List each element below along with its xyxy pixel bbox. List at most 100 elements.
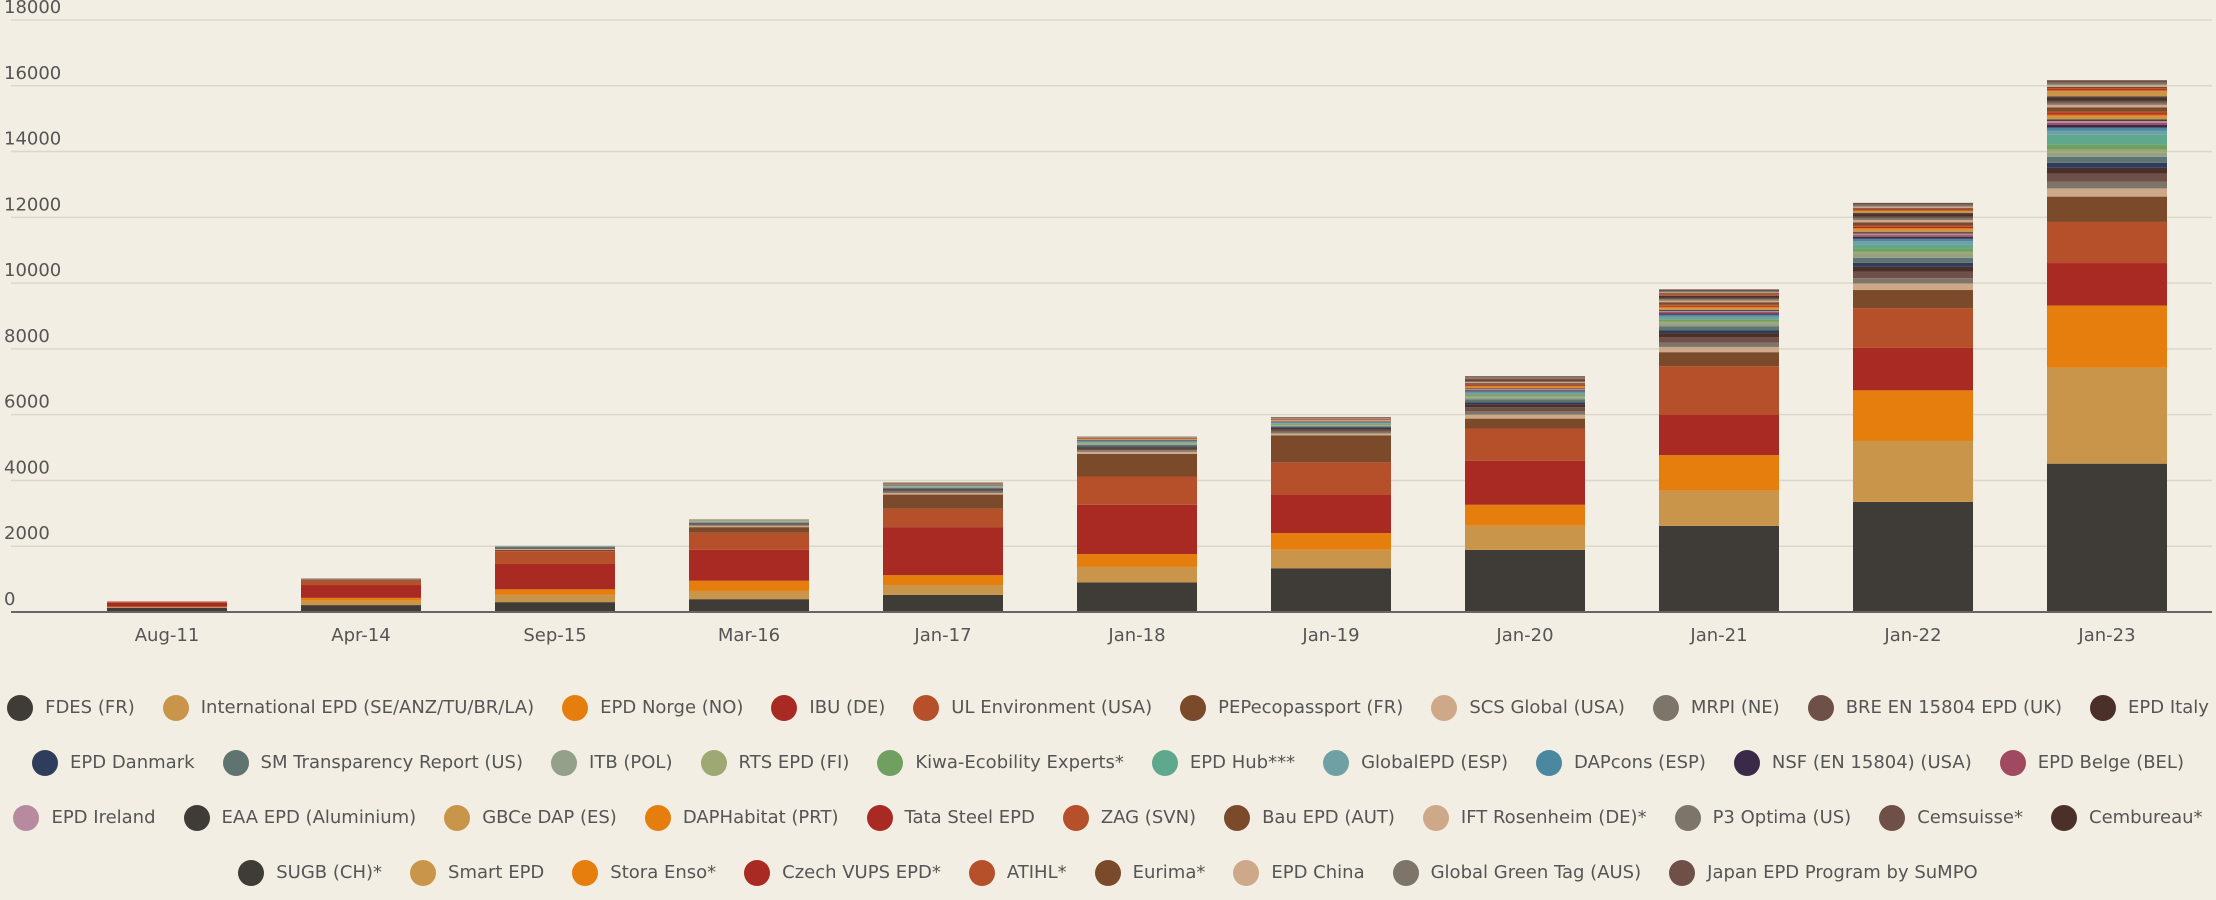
legend-swatch [1095, 860, 1121, 886]
legend-item: EPD China [1233, 860, 1364, 886]
bar-segment [1853, 209, 1973, 210]
bar-segment [301, 601, 421, 605]
bar-segment [1659, 291, 1779, 292]
legend-label: P3 Optima (US) [1713, 807, 1852, 828]
bar-segment [1853, 227, 1973, 228]
bar-segment [2047, 168, 2167, 174]
bar-segment [1465, 404, 1585, 407]
bar-segment [1465, 386, 1585, 387]
legend-label: SCS Global (USA) [1469, 697, 1625, 718]
bar-segment [1659, 311, 1779, 312]
legend-label: IFT Rosenheim (DE)* [1461, 807, 1647, 828]
bar-segment [883, 487, 1003, 488]
legend-label: Cembureau* [2089, 807, 2203, 828]
bar-segment [495, 549, 615, 550]
bar-segment [1659, 310, 1779, 311]
bar-segment [1853, 235, 1973, 237]
legend-swatch [645, 805, 671, 831]
bar-segment [689, 591, 809, 599]
bar-segment [883, 488, 1003, 489]
bar-segment [1271, 435, 1391, 462]
bar-segment [883, 489, 1003, 490]
bar-segment [689, 581, 809, 591]
bar-segment [1853, 252, 1973, 255]
bar-segment [2047, 263, 2167, 305]
bar-segment [1853, 232, 1973, 233]
bar-segment [1659, 455, 1779, 491]
bar-segment [1853, 203, 1973, 205]
bar-segment [1077, 446, 1197, 447]
legend-label: Tata Steel EPD [905, 807, 1035, 828]
bar-segment [1853, 233, 1973, 235]
bar-segment [495, 548, 615, 549]
bar-segment [883, 509, 1003, 527]
bar-segment [1077, 454, 1197, 477]
bar-segment [883, 493, 1003, 495]
bar-segment [1853, 290, 1973, 308]
bar-segment [2047, 103, 2167, 105]
bar-segment [1077, 438, 1197, 439]
bar-segment [107, 601, 227, 602]
legend-label: SUGB (CH)* [276, 862, 382, 883]
bar-segment [1077, 443, 1197, 444]
legend-label: Stora Enso* [610, 862, 716, 883]
legend-label: DAPHabitat (PRT) [683, 807, 839, 828]
bar-segment [1853, 254, 1973, 257]
legend-item: EPD Belge (BEL) [2000, 750, 2184, 776]
legend-swatch [1653, 695, 1679, 721]
bar-segment [1659, 293, 1779, 294]
bar-segment [1077, 449, 1197, 451]
legend-item: DAPcons (ESP) [1536, 750, 1706, 776]
legend-swatch [877, 750, 903, 776]
bar-segment [1465, 382, 1585, 383]
legend-item: FDES (FR) [7, 695, 135, 721]
legend-swatch [1431, 695, 1457, 721]
x-tick-label: Jan-23 [2077, 625, 2135, 646]
bar-segment [1853, 502, 1973, 612]
x-tick-label: Sep-15 [523, 625, 586, 646]
bar-segment [2047, 128, 2167, 131]
bar-segment [2047, 87, 2167, 88]
bar-segment [1853, 214, 1973, 217]
bar-segment [1465, 390, 1585, 391]
bar-segment [1659, 289, 1779, 291]
legend-label: EPD Norge (NO) [600, 697, 743, 718]
bar-segment [1465, 379, 1585, 380]
x-tick-label: Jan-18 [1107, 625, 1165, 646]
bar-segment [1465, 419, 1585, 429]
bar-segment [1659, 292, 1779, 293]
bar-segment [1077, 439, 1197, 440]
bar-segment [2047, 163, 2167, 168]
bar-segment [1659, 301, 1779, 303]
legend-item: ZAG (SVN) [1063, 805, 1196, 831]
bar-segment [1853, 267, 1973, 272]
bar-segment [2047, 188, 2167, 196]
bar-segment [1271, 425, 1391, 426]
legend-item: DAPHabitat (PRT) [645, 805, 839, 831]
bar-segment [1271, 550, 1391, 568]
bar-segment [1077, 582, 1197, 612]
y-tick-label: 4000 [4, 457, 50, 478]
bar-segment [883, 495, 1003, 509]
bar-segment [1465, 396, 1585, 397]
bar-segment [1465, 385, 1585, 386]
bar-segment [883, 486, 1003, 487]
bar-segment [2047, 101, 2167, 103]
bar-segment [495, 595, 615, 602]
legend-label: Japan EPD Program by SuMPO [1707, 862, 1978, 883]
bar-segment [689, 526, 809, 527]
bar-segment [1077, 445, 1197, 446]
bar-segment [1659, 313, 1779, 314]
bar-segment [1853, 258, 1973, 263]
bar-segment [1271, 420, 1391, 421]
bar-segment [1465, 391, 1585, 392]
legend-swatch [2051, 805, 2077, 831]
legend-swatch [1675, 805, 1701, 831]
legend-label: Smart EPD [448, 862, 544, 883]
bar-segment [1659, 315, 1779, 317]
legend-item: Kiwa-Ecobility Experts* [877, 750, 1124, 776]
legend-item: EPD Italy [2090, 695, 2209, 721]
legend-item: Stora Enso* [572, 860, 716, 886]
bar-segment [1077, 441, 1197, 442]
legend-item: EPD Norge (NO) [562, 695, 743, 721]
